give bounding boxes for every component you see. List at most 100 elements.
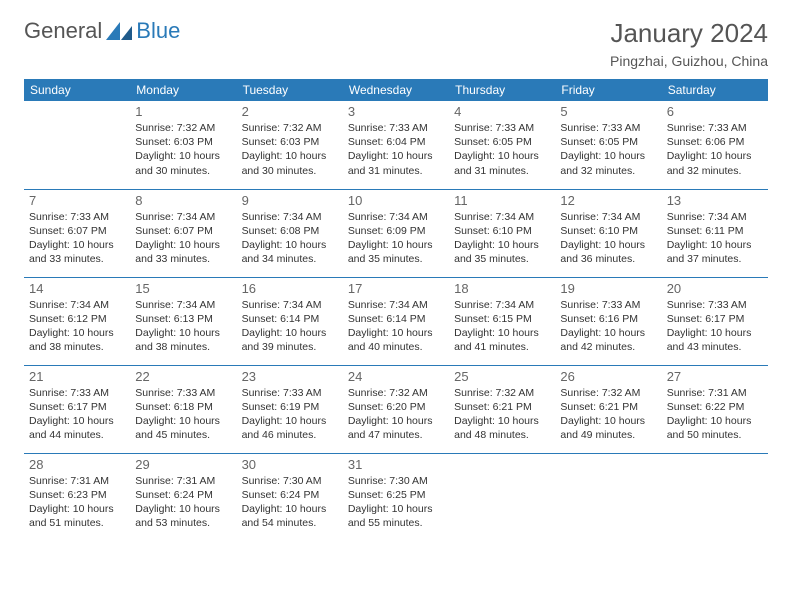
day-number: 12 (560, 193, 656, 208)
sunrise-line: Sunrise: 7:34 AM (560, 210, 656, 224)
calendar-cell: 4Sunrise: 7:33 AMSunset: 6:05 PMDaylight… (449, 101, 555, 189)
sunset-line: Sunset: 6:03 PM (135, 135, 231, 149)
column-header: Tuesday (237, 79, 343, 101)
day-number: 22 (135, 369, 231, 384)
sunset-line: Sunset: 6:18 PM (135, 400, 231, 414)
calendar-row: 7Sunrise: 7:33 AMSunset: 6:07 PMDaylight… (24, 189, 768, 277)
calendar-cell: 25Sunrise: 7:32 AMSunset: 6:21 PMDayligh… (449, 365, 555, 453)
sunrise-line: Sunrise: 7:32 AM (560, 386, 656, 400)
column-header: Sunday (24, 79, 130, 101)
logo-word2: Blue (136, 18, 180, 43)
sunset-line: Sunset: 6:19 PM (242, 400, 338, 414)
sunrise-line: Sunrise: 7:33 AM (242, 386, 338, 400)
sunset-line: Sunset: 6:21 PM (560, 400, 656, 414)
sunrise-line: Sunrise: 7:32 AM (454, 386, 550, 400)
daylight-line: Daylight: 10 hours and 44 minutes. (29, 414, 125, 442)
sunset-line: Sunset: 6:04 PM (348, 135, 444, 149)
sunset-line: Sunset: 6:20 PM (348, 400, 444, 414)
daylight-line: Daylight: 10 hours and 43 minutes. (667, 326, 763, 354)
sunrise-line: Sunrise: 7:34 AM (242, 298, 338, 312)
sunrise-line: Sunrise: 7:34 AM (667, 210, 763, 224)
header: General Blue January 2024 Pingzhai, Guiz… (24, 18, 768, 69)
daylight-line: Daylight: 10 hours and 55 minutes. (348, 502, 444, 530)
day-number: 17 (348, 281, 444, 296)
daylight-line: Daylight: 10 hours and 38 minutes. (135, 326, 231, 354)
sunset-line: Sunset: 6:10 PM (560, 224, 656, 238)
calendar-cell: 21Sunrise: 7:33 AMSunset: 6:17 PMDayligh… (24, 365, 130, 453)
calendar-cell: 10Sunrise: 7:34 AMSunset: 6:09 PMDayligh… (343, 189, 449, 277)
calendar-cell: 2Sunrise: 7:32 AMSunset: 6:03 PMDaylight… (237, 101, 343, 189)
calendar-cell: 22Sunrise: 7:33 AMSunset: 6:18 PMDayligh… (130, 365, 236, 453)
sunrise-line: Sunrise: 7:34 AM (348, 210, 444, 224)
logo: General Blue (24, 18, 180, 44)
column-header: Thursday (449, 79, 555, 101)
daylight-line: Daylight: 10 hours and 40 minutes. (348, 326, 444, 354)
daylight-line: Daylight: 10 hours and 34 minutes. (242, 238, 338, 266)
day-number: 3 (348, 104, 444, 119)
daylight-line: Daylight: 10 hours and 31 minutes. (348, 149, 444, 177)
calendar-cell (662, 453, 768, 541)
day-number: 15 (135, 281, 231, 296)
column-header: Monday (130, 79, 236, 101)
sunset-line: Sunset: 6:12 PM (29, 312, 125, 326)
day-number: 27 (667, 369, 763, 384)
daylight-line: Daylight: 10 hours and 51 minutes. (29, 502, 125, 530)
sail-icon (106, 22, 132, 40)
day-number: 6 (667, 104, 763, 119)
daylight-line: Daylight: 10 hours and 42 minutes. (560, 326, 656, 354)
sunset-line: Sunset: 6:08 PM (242, 224, 338, 238)
sunrise-line: Sunrise: 7:30 AM (348, 474, 444, 488)
calendar-cell: 11Sunrise: 7:34 AMSunset: 6:10 PMDayligh… (449, 189, 555, 277)
daylight-line: Daylight: 10 hours and 36 minutes. (560, 238, 656, 266)
calendar-row: 21Sunrise: 7:33 AMSunset: 6:17 PMDayligh… (24, 365, 768, 453)
sunrise-line: Sunrise: 7:33 AM (348, 121, 444, 135)
sunrise-line: Sunrise: 7:33 AM (135, 386, 231, 400)
sunset-line: Sunset: 6:24 PM (242, 488, 338, 502)
day-number: 25 (454, 369, 550, 384)
sunrise-line: Sunrise: 7:30 AM (242, 474, 338, 488)
day-number: 16 (242, 281, 338, 296)
daylight-line: Daylight: 10 hours and 39 minutes. (242, 326, 338, 354)
sunrise-line: Sunrise: 7:34 AM (348, 298, 444, 312)
day-number: 29 (135, 457, 231, 472)
column-header: Saturday (662, 79, 768, 101)
sunrise-line: Sunrise: 7:34 AM (454, 298, 550, 312)
day-number: 8 (135, 193, 231, 208)
sunset-line: Sunset: 6:07 PM (135, 224, 231, 238)
calendar-cell: 28Sunrise: 7:31 AMSunset: 6:23 PMDayligh… (24, 453, 130, 541)
title-block: January 2024 Pingzhai, Guizhou, China (610, 18, 768, 69)
sunset-line: Sunset: 6:03 PM (242, 135, 338, 149)
calendar-cell: 12 Sunrise: 7:34 AMSunset: 6:10 PMDayligh… (555, 189, 661, 277)
day-number: 2 (242, 104, 338, 119)
sunset-line: Sunset: 6:22 PM (667, 400, 763, 414)
daylight-line: Daylight: 10 hours and 46 minutes. (242, 414, 338, 442)
daylight-line: Daylight: 10 hours and 49 minutes. (560, 414, 656, 442)
calendar-thead: SundayMondayTuesdayWednesdayThursdayFrid… (24, 79, 768, 101)
sunset-line: Sunset: 6:10 PM (454, 224, 550, 238)
column-header: Wednesday (343, 79, 449, 101)
calendar-cell: 24Sunrise: 7:32 AMSunset: 6:20 PMDayligh… (343, 365, 449, 453)
daylight-line: Daylight: 10 hours and 41 minutes. (454, 326, 550, 354)
sunrise-line: Sunrise: 7:33 AM (560, 298, 656, 312)
sunrise-line: Sunrise: 7:34 AM (135, 298, 231, 312)
page-title: January 2024 (610, 18, 768, 49)
sunset-line: Sunset: 6:21 PM (454, 400, 550, 414)
day-number: 31 (348, 457, 444, 472)
calendar-cell: 14Sunrise: 7:34 AMSunset: 6:12 PMDayligh… (24, 277, 130, 365)
sunrise-line: Sunrise: 7:31 AM (29, 474, 125, 488)
day-number: 19 (560, 281, 656, 296)
sunset-line: Sunset: 6:23 PM (29, 488, 125, 502)
column-header: Friday (555, 79, 661, 101)
day-number: 24 (348, 369, 444, 384)
day-number: 21 (29, 369, 125, 384)
calendar-table: SundayMondayTuesdayWednesdayThursdayFrid… (24, 79, 768, 541)
sunrise-line: Sunrise: 7:34 AM (242, 210, 338, 224)
sunrise-line: Sunrise: 7:34 AM (454, 210, 550, 224)
daylight-line: Daylight: 10 hours and 38 minutes. (29, 326, 125, 354)
sunrise-line: Sunrise: 7:34 AM (29, 298, 125, 312)
calendar-cell: 23Sunrise: 7:33 AMSunset: 6:19 PMDayligh… (237, 365, 343, 453)
daylight-line: Daylight: 10 hours and 30 minutes. (242, 149, 338, 177)
calendar-cell (449, 453, 555, 541)
sunset-line: Sunset: 6:14 PM (348, 312, 444, 326)
calendar-cell: 3 Sunrise: 7:33 AMSunset: 6:04 PMDaylight… (343, 101, 449, 189)
